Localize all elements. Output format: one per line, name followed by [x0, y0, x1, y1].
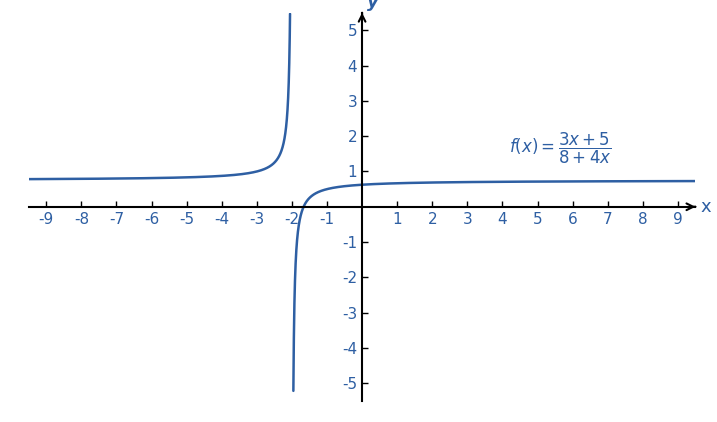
Text: y: y — [367, 0, 379, 11]
Text: x: x — [701, 198, 711, 216]
Text: $f(x) = \dfrac{3x + 5}{8 + 4x}$: $f(x) = \dfrac{3x + 5}{8 + 4x}$ — [510, 131, 612, 166]
